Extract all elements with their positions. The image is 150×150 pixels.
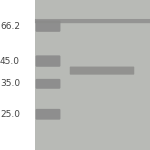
Bar bbox=[35, 0, 150, 150]
FancyBboxPatch shape bbox=[35, 19, 150, 23]
FancyBboxPatch shape bbox=[36, 79, 60, 89]
Text: 66.2: 66.2 bbox=[0, 22, 20, 31]
Text: 45.0: 45.0 bbox=[0, 57, 20, 66]
Text: 25.0: 25.0 bbox=[0, 110, 20, 119]
Text: 35.0: 35.0 bbox=[0, 79, 20, 88]
FancyBboxPatch shape bbox=[36, 109, 60, 120]
FancyBboxPatch shape bbox=[36, 55, 60, 67]
FancyBboxPatch shape bbox=[36, 20, 60, 32]
FancyBboxPatch shape bbox=[70, 67, 134, 75]
